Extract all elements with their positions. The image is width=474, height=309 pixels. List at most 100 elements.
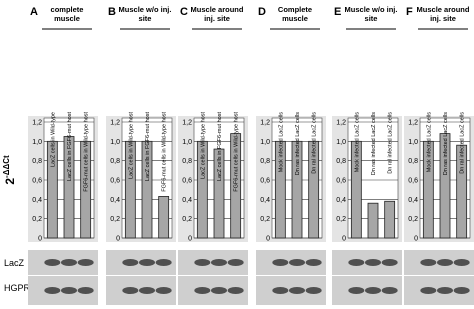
x-category-label: Dn ral infected LacZ cells — [388, 112, 394, 174]
panel-title: Muscle w/o inj. site — [118, 5, 172, 23]
blot-band — [194, 287, 211, 294]
panel-letter: D — [258, 6, 266, 18]
blot-band — [122, 259, 139, 266]
blot-band — [139, 259, 155, 266]
bar — [456, 144, 468, 239]
blot-label: LacZ — [4, 258, 25, 268]
bar — [196, 140, 208, 239]
blot-band — [122, 287, 139, 294]
y-tick-label: 1,0 — [32, 139, 42, 146]
blot-band — [348, 287, 365, 294]
y-tick-label: 0 — [342, 236, 346, 243]
blot-band — [155, 259, 172, 266]
blot-band — [365, 287, 381, 294]
panel-letter: E — [334, 6, 341, 18]
blot-band — [44, 259, 61, 266]
blot-band — [420, 259, 437, 266]
bar — [291, 140, 303, 239]
y-tick-label: 0,6 — [32, 178, 42, 185]
y-tick-label: 0,4 — [408, 197, 418, 204]
y-tick-label: 0,2 — [260, 216, 270, 223]
blot-band — [381, 287, 398, 294]
x-category-label: Dn ral infected LacZ cells — [460, 112, 466, 174]
x-category-label: Dn ras infected LacZ cells — [295, 112, 301, 176]
x-category-label: LacZ cells in Wild-type host — [128, 112, 134, 179]
y-tick-label: 0,8 — [32, 158, 42, 165]
y-label-base: 2 — [3, 178, 17, 185]
blot-band — [437, 287, 453, 294]
y-tick-label: 0,6 — [110, 178, 120, 185]
y-tick-label: 0,4 — [260, 197, 270, 204]
panel-letter: B — [108, 6, 116, 18]
y-tick-label: 1,2 — [336, 120, 346, 127]
blot-band — [61, 287, 77, 294]
panel-letter: A — [30, 6, 38, 18]
bar — [230, 133, 242, 239]
panel-title: Muscle w/o inj. site — [344, 5, 398, 23]
y-tick-label: 0,8 — [110, 158, 120, 165]
blot-band — [272, 259, 289, 266]
bar — [384, 200, 396, 239]
y-axis-label: 2-ΔΔCt — [2, 155, 17, 185]
y-tick-label: 0 — [188, 236, 192, 243]
x-category-label: Dn ras infected LacZ cells — [371, 112, 377, 176]
blot-band — [305, 259, 322, 266]
blot-band — [211, 287, 227, 294]
y-tick-label: 1,2 — [408, 120, 418, 127]
y-tick-label: 0,2 — [408, 216, 418, 223]
y-tick-label: 0,4 — [336, 197, 346, 204]
blot-band — [227, 287, 244, 294]
panel-letter: F — [406, 6, 413, 18]
y-tick-label: 0,2 — [110, 216, 120, 223]
bar — [124, 140, 136, 239]
panel-title: Complete muscle — [277, 5, 313, 23]
blot-band — [211, 259, 227, 266]
x-category-label: LacZ cells in Wild-type host — [200, 112, 206, 179]
bar — [46, 140, 58, 239]
y-tick-label: 0,4 — [182, 197, 192, 204]
y-tick-label: 0,6 — [182, 178, 192, 185]
blot-band — [289, 287, 305, 294]
x-category-label: LacZ cells in FGF6-mut host — [67, 112, 73, 182]
y-tick-label: 0 — [116, 236, 120, 243]
y-tick-label: 0 — [414, 236, 418, 243]
blot-band — [289, 259, 305, 266]
bar — [80, 140, 92, 239]
y-tick-label: 0,8 — [260, 158, 270, 165]
y-tick-label: 0,2 — [336, 216, 346, 223]
y-tick-label: 1,0 — [336, 139, 346, 146]
x-category-label: Mock infected LacZ cells — [278, 112, 284, 172]
bar — [308, 140, 320, 239]
y-tick-label: 1,0 — [110, 139, 120, 146]
x-category-label: Mock infected LacZ cells — [354, 112, 360, 172]
panel-letter: C — [180, 6, 188, 18]
blot-band — [155, 287, 172, 294]
panel-title: complete muscle — [50, 5, 84, 23]
blot-band — [272, 287, 289, 294]
y-tick-label: 0,8 — [408, 158, 418, 165]
blot-band — [453, 259, 470, 266]
panel-title: Muscle around inj. site — [190, 5, 244, 23]
blot-band — [453, 287, 470, 294]
y-tick-label: 1,2 — [110, 120, 120, 127]
bar — [141, 140, 153, 239]
y-tick-label: 0,6 — [408, 178, 418, 185]
y-tick-label: 1,0 — [260, 139, 270, 146]
y-tick-label: 1,2 — [182, 120, 192, 127]
x-category-label: FGF6-mut cells in Wild-type host — [84, 112, 90, 192]
x-category-label: LacZ cells in FGF6-mut host — [217, 112, 223, 182]
blot-band — [348, 259, 365, 266]
y-tick-label: 0,6 — [336, 178, 346, 185]
blot-band — [194, 259, 211, 266]
x-category-label: Dn ras infected LacZ cells — [443, 112, 449, 176]
blot-band — [139, 287, 155, 294]
y-tick-label: 0,4 — [32, 197, 42, 204]
x-category-label: FGF6-mut cells in Wild-type host — [162, 112, 168, 192]
bar — [274, 140, 286, 239]
y-tick-label: 0,6 — [260, 178, 270, 185]
x-category-label: Dn ral infected LacZ cells — [312, 112, 318, 174]
blot-band — [305, 287, 322, 294]
y-tick-label: 0 — [266, 236, 270, 243]
blot-label: HGPRT — [4, 283, 36, 293]
